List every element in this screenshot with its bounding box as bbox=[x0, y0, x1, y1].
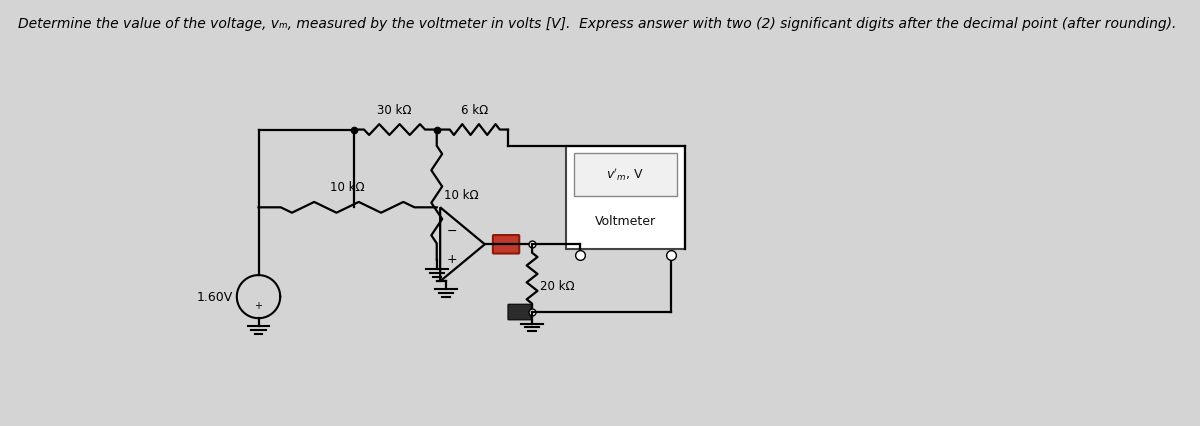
FancyBboxPatch shape bbox=[574, 153, 677, 196]
Text: 30 kΩ: 30 kΩ bbox=[377, 104, 412, 116]
FancyBboxPatch shape bbox=[493, 236, 520, 254]
FancyBboxPatch shape bbox=[566, 147, 685, 249]
Text: 20 kΩ: 20 kΩ bbox=[540, 280, 575, 293]
Text: −: − bbox=[446, 224, 457, 237]
Text: 6 kΩ: 6 kΩ bbox=[461, 104, 488, 116]
Text: +: + bbox=[254, 300, 263, 310]
Text: 10 kΩ: 10 kΩ bbox=[444, 189, 479, 201]
Text: 1.60V: 1.60V bbox=[197, 291, 233, 303]
Text: +: + bbox=[446, 252, 457, 265]
Text: $v'_m$, V: $v'_m$, V bbox=[606, 167, 644, 183]
Text: Voltmeter: Voltmeter bbox=[595, 214, 656, 227]
FancyBboxPatch shape bbox=[508, 305, 532, 320]
Text: 10 kΩ: 10 kΩ bbox=[330, 181, 365, 194]
Text: Determine the value of the voltage, vₘ, measured by the voltmeter in volts [V]. : Determine the value of the voltage, vₘ, … bbox=[18, 17, 1176, 31]
